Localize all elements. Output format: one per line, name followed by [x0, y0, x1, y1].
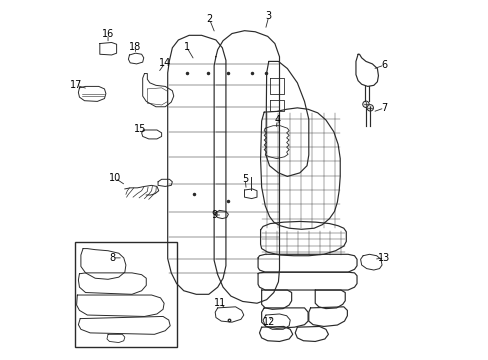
Text: 12: 12	[263, 317, 275, 327]
Text: 7: 7	[381, 103, 387, 113]
Bar	[75, 242, 176, 347]
Text: 17: 17	[70, 80, 82, 90]
Text: 1: 1	[183, 42, 189, 52]
Text: 4: 4	[274, 115, 280, 125]
Circle shape	[362, 101, 368, 108]
Text: 8: 8	[109, 253, 115, 263]
Text: 15: 15	[134, 124, 146, 134]
Text: 10: 10	[109, 173, 121, 183]
Text: 3: 3	[265, 12, 271, 21]
Text: 13: 13	[378, 253, 390, 263]
Text: 16: 16	[102, 29, 114, 39]
Text: 11: 11	[214, 298, 226, 308]
Circle shape	[366, 105, 373, 111]
Text: 2: 2	[206, 14, 212, 24]
Text: 5: 5	[242, 174, 248, 184]
Text: 6: 6	[381, 60, 387, 70]
Text: 9: 9	[211, 210, 217, 220]
Text: 14: 14	[159, 58, 171, 68]
Text: 18: 18	[129, 42, 142, 52]
